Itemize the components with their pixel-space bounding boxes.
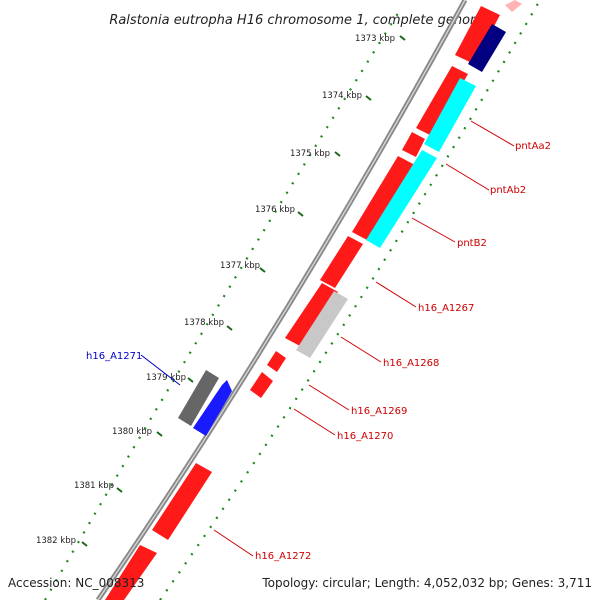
backbone-ring: [95, 0, 468, 600]
gene-label-pntab2[interactable]: pntAb2: [490, 185, 526, 196]
accession-text: Accession: NC_008313: [8, 576, 144, 590]
cds-feature[interactable]: [105, 545, 157, 600]
pntaa2-feature[interactable]: [424, 78, 476, 152]
gene-label-h16-a1272[interactable]: h16_A1272: [255, 551, 311, 562]
navy-feature[interactable]: [468, 24, 506, 72]
tick-label: 1376 kbp: [255, 205, 295, 215]
gene-label-pntb2[interactable]: pntB2: [457, 238, 487, 249]
tick-label: 1377 kbp: [220, 261, 260, 271]
cds-track: [105, 6, 500, 600]
tick-label: 1381 kbp: [74, 481, 114, 491]
cds-feature[interactable]: [152, 463, 212, 540]
gene-label-h16-a1269[interactable]: h16_A1269: [351, 406, 407, 417]
cds-feature[interactable]: [352, 156, 415, 240]
cds-feature[interactable]: [402, 132, 425, 157]
tick-label: 1379 kbp: [146, 373, 186, 383]
cds-feature[interactable]: [285, 283, 338, 346]
tick-label: 1374 kbp: [322, 91, 362, 101]
cds-feature[interactable]: [250, 372, 273, 398]
cds-feature[interactable]: [267, 351, 286, 372]
cds-feature[interactable]: [416, 66, 468, 136]
inner-dotted-ring: [159, 0, 541, 600]
cds-feature[interactable]: [320, 236, 363, 288]
h16-a1271-leader: [140, 354, 181, 386]
pale-feature[interactable]: [505, 0, 522, 12]
topology-text: Topology: circular; Length: 4,052,032 bp…: [261, 576, 592, 590]
backbone-highlight: [97, 0, 466, 600]
gene-label-h16-a1267[interactable]: h16_A1267: [418, 303, 474, 314]
map-title: Ralstonia eutropha H16 chromosome 1, com…: [109, 13, 490, 28]
label-leaders: [213, 120, 515, 557]
pntab2-feature[interactable]: [366, 150, 437, 248]
h16-a1271-feature[interactable]: [178, 370, 219, 426]
secondary-track: [296, 0, 522, 358]
cds-feature[interactable]: [455, 6, 500, 64]
tick-label: 1375 kbp: [290, 149, 330, 159]
tick-label: 1373 kbp: [355, 34, 395, 44]
gene-label-pntaa2[interactable]: pntAa2: [515, 141, 551, 152]
gene-label-h16-a1270[interactable]: h16_A1270: [337, 431, 393, 442]
tick-label: 1382 kbp: [36, 536, 76, 546]
tick-label: 1378 kbp: [184, 318, 224, 328]
tick-label: 1380 kbp: [112, 427, 152, 437]
left-features: [178, 370, 232, 436]
gene-label-h16-a1271[interactable]: h16_A1271: [86, 351, 142, 362]
h16-a1268-feature[interactable]: [296, 291, 348, 358]
gene-label-h16-a1268[interactable]: h16_A1268: [383, 358, 439, 369]
blue-feature[interactable]: [193, 380, 232, 436]
outer-dotted-ring: [44, 9, 401, 600]
tick-marks: [81, 35, 406, 547]
